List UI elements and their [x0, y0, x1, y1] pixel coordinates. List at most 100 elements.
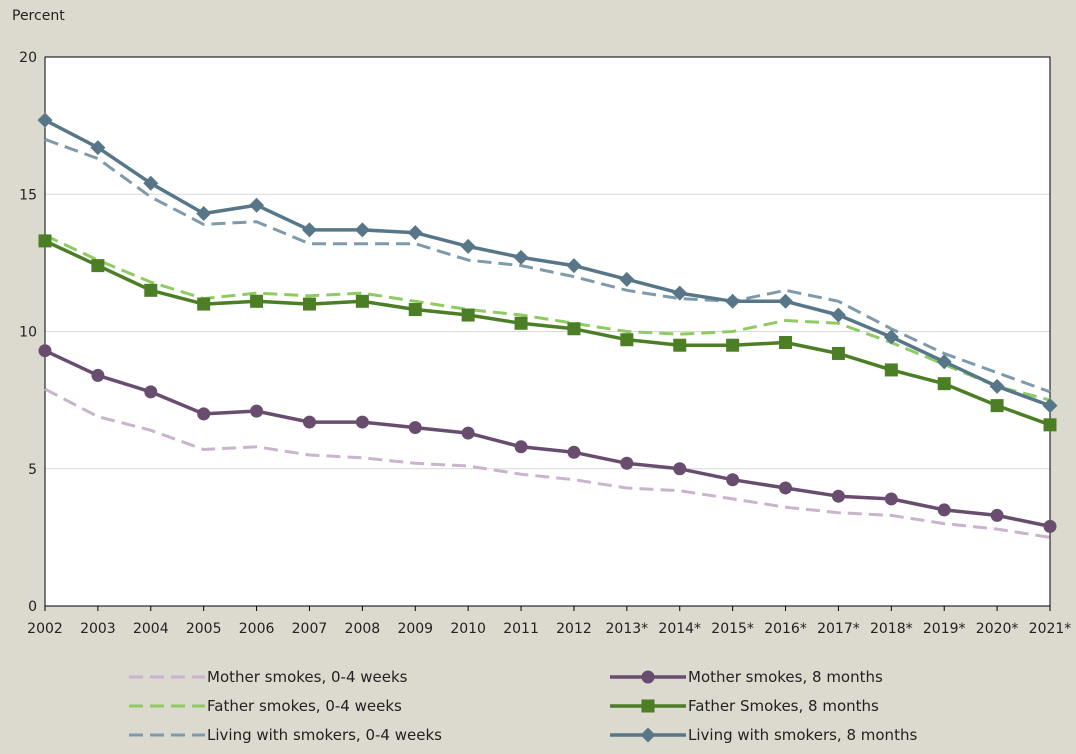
data-point [779, 335, 793, 349]
data-point [250, 404, 264, 418]
legend-swatch [610, 699, 686, 713]
data-point [461, 308, 475, 322]
x-tick-label: 2015* [711, 621, 754, 637]
series-line [44, 234, 1051, 402]
legend-item: Living with smokers, 8 months [608, 724, 917, 746]
data-point [354, 222, 370, 238]
series-living-with-smokers-0-4-weeks [44, 137, 1051, 394]
data-point [673, 338, 687, 352]
legend-label: Father smokes, 0-4 weeks [207, 697, 402, 715]
x-tick-label: 2011 [503, 621, 539, 637]
data-point [514, 316, 528, 330]
legend-label: Living with smokers, 0-4 weeks [207, 726, 442, 744]
x-tick-label: 2008 [345, 621, 381, 637]
y-tick-label: 15 [19, 187, 37, 203]
data-point [1043, 519, 1057, 533]
data-point [513, 249, 529, 265]
data-point [567, 445, 581, 459]
legend-swatch [129, 704, 205, 708]
data-point [884, 363, 898, 377]
data-point [196, 205, 212, 221]
legend-swatch [610, 670, 686, 684]
data-point [407, 225, 423, 241]
data-point [831, 346, 845, 360]
data-point [302, 297, 316, 311]
data-point [725, 293, 741, 309]
x-tick-label: 2017* [817, 621, 860, 637]
data-point [1042, 398, 1058, 414]
series-mother-smokes-0-4-weeks [44, 387, 1051, 539]
series-line [44, 137, 1051, 394]
series-line [44, 387, 1051, 539]
legend-item: Father Smokes, 8 months [608, 695, 879, 717]
series-father-smokes-8-months [38, 234, 1057, 432]
data-point [883, 329, 899, 345]
series-living-with-smokers-8-months [37, 112, 1058, 414]
x-tick-label: 2006 [239, 621, 275, 637]
legend-marker [641, 699, 655, 713]
data-point [566, 258, 582, 274]
data-point [38, 234, 52, 248]
data-point [514, 440, 528, 454]
y-axis-label: Percent [12, 8, 65, 24]
data-point [937, 377, 951, 391]
data-point [91, 368, 105, 382]
legend-swatch [129, 733, 205, 737]
x-tick-label: 2019* [923, 621, 966, 637]
data-point [355, 294, 369, 308]
legend-marker [640, 727, 656, 743]
data-point [778, 293, 794, 309]
data-point [460, 238, 476, 254]
x-tick-label: 2003 [80, 621, 116, 637]
data-point [197, 297, 211, 311]
data-point [620, 456, 634, 470]
legend-marker [641, 670, 655, 684]
x-tick-label: 2014* [658, 621, 701, 637]
plot-border [44, 56, 1051, 607]
x-tick-label: 2004 [133, 621, 169, 637]
data-point [726, 338, 740, 352]
x-tick-label: 2009 [397, 621, 433, 637]
legend-item: Mother smokes, 0-4 weeks [127, 666, 408, 688]
data-point [779, 481, 793, 495]
data-point [197, 407, 211, 421]
y-tick-label: 10 [19, 325, 37, 341]
data-point [831, 489, 845, 503]
legend-label: Mother smokes, 0-4 weeks [207, 668, 408, 686]
series-line [44, 349, 1051, 529]
legend-label: Father Smokes, 8 months [688, 697, 879, 715]
data-point [1043, 418, 1057, 432]
data-point [302, 415, 316, 429]
data-point [250, 294, 264, 308]
data-point [672, 285, 688, 301]
data-point [144, 385, 158, 399]
x-tick-label: 2005 [186, 621, 222, 637]
series-mother-smokes-8-months [38, 344, 1057, 533]
series-father-smokes-0-4-weeks [44, 234, 1051, 402]
legend-item: Mother smokes, 8 months [608, 666, 883, 688]
data-point [990, 508, 1004, 522]
x-tick-label: 2013* [606, 621, 649, 637]
legend-item: Father smokes, 0-4 weeks [127, 695, 402, 717]
data-point [144, 283, 158, 297]
x-tick-label: 2002 [27, 621, 63, 637]
legend-item: Living with smokers, 0-4 weeks [127, 724, 442, 746]
data-point [408, 421, 422, 435]
data-point [936, 354, 952, 370]
data-point [90, 140, 106, 156]
legend-swatch [610, 727, 686, 743]
series-line [44, 118, 1051, 408]
data-point [301, 222, 317, 238]
data-point [989, 378, 1005, 394]
data-point [620, 333, 634, 347]
data-point [990, 399, 1004, 413]
data-point [937, 503, 951, 517]
x-tick-label: 2018* [870, 621, 913, 637]
data-point [619, 271, 635, 287]
data-point [38, 344, 52, 358]
data-point [884, 492, 898, 506]
data-point [567, 322, 581, 336]
data-point [91, 259, 105, 273]
x-tick-label: 2012 [556, 621, 592, 637]
